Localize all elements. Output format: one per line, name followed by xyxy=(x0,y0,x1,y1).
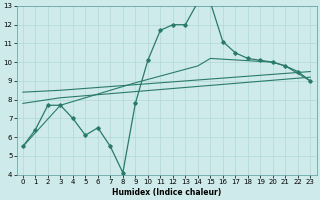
X-axis label: Humidex (Indice chaleur): Humidex (Indice chaleur) xyxy=(112,188,221,197)
